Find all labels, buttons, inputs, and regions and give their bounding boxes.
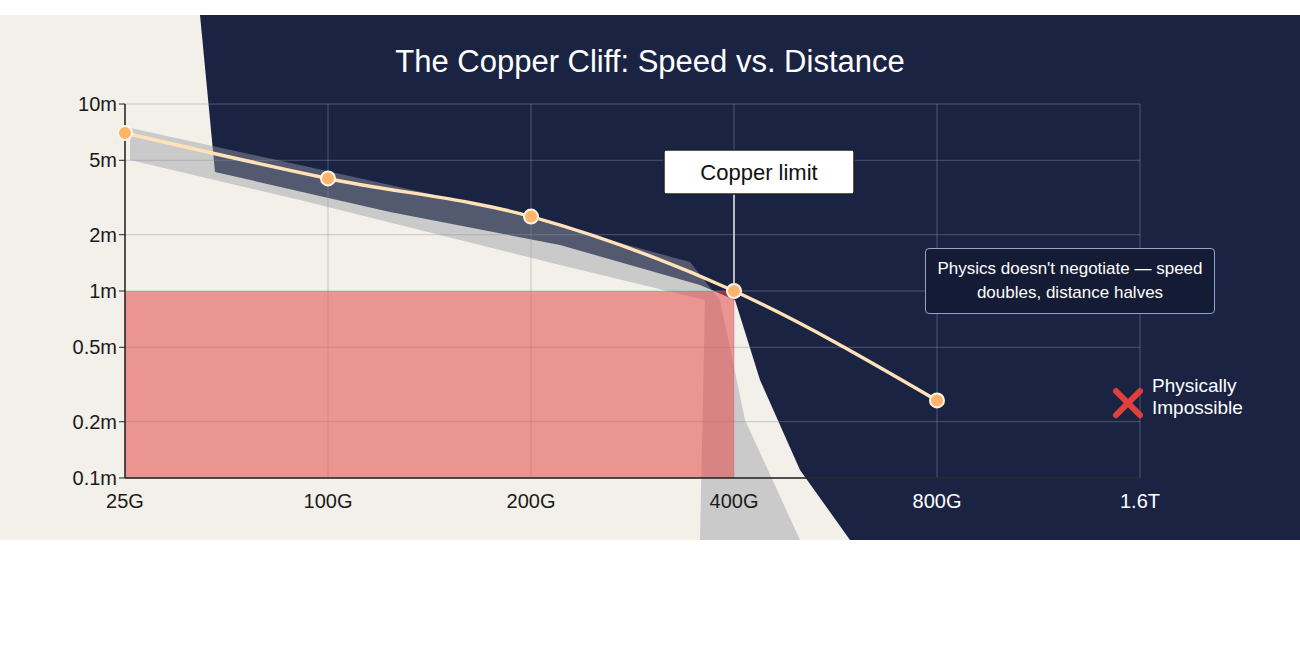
svg-text:0.1m: 0.1m [73, 467, 117, 489]
svg-text:10m: 10m [78, 93, 117, 115]
html-text:The Copper Cliff: Speed vs. Di: The Copper Cliff: Speed vs. Distance [395, 44, 905, 79]
svg-text:0.5m: 0.5m [73, 336, 117, 358]
svg-text:100G: 100G [304, 490, 353, 512]
svg-text:25G: 25G [106, 490, 144, 512]
svg-text:800G: 800G [913, 490, 962, 512]
html-text:Physics doesn't negotiate — sp: Physics doesn't negotiate — speed double… [937, 259, 1203, 302]
svg-text:0.2m: 0.2m [73, 411, 117, 433]
svg-text:1m: 1m [89, 280, 117, 302]
svg-text:Physically: Physically [1152, 375, 1237, 396]
svg-text:2m: 2m [89, 224, 117, 246]
svg-text:200G: 200G [507, 490, 556, 512]
svg-text:5m: 5m [89, 149, 117, 171]
svg-text:400G: 400G [710, 490, 759, 512]
svg-text:Impossible: Impossible [1152, 397, 1243, 418]
svg-text:1.6T: 1.6T [1120, 490, 1160, 512]
svg-text:Copper limit: Copper limit [700, 160, 817, 185]
